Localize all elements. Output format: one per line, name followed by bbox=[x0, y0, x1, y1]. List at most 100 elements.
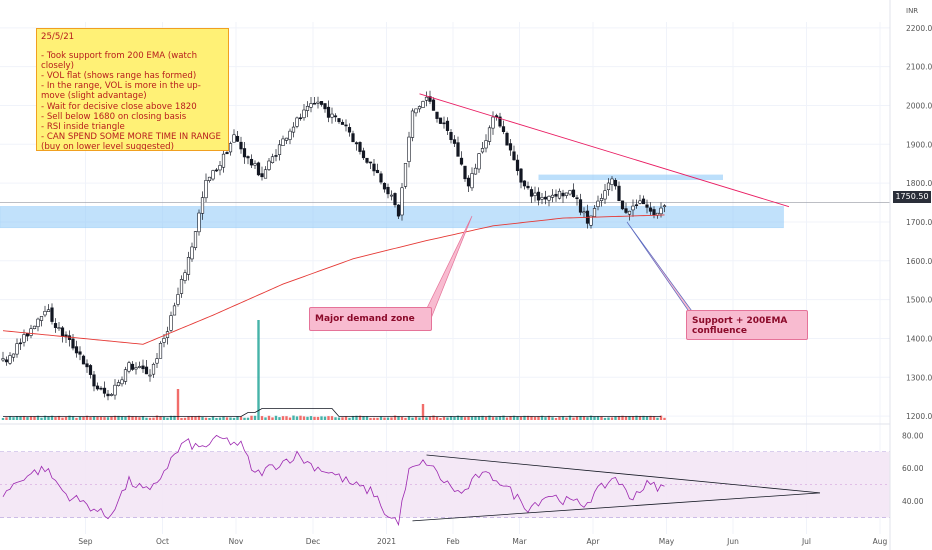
volume-bar bbox=[481, 415, 484, 420]
volume-bar bbox=[614, 416, 617, 420]
volume-bar bbox=[61, 417, 64, 420]
volume-average-line bbox=[3, 408, 661, 417]
candle-body bbox=[393, 193, 397, 206]
analysis-note[interactable]: 25/5/21 - Took support from 200 EMA (wat… bbox=[36, 28, 229, 151]
candle-body bbox=[85, 363, 89, 368]
candle-body bbox=[18, 342, 23, 345]
candle-body bbox=[459, 157, 464, 165]
time-axis[interactable]: Sep Oct Nov Dec 2021 Feb Mar Apr May Jun Jul Aug bbox=[78, 537, 887, 546]
volume-bar bbox=[362, 416, 365, 420]
callout-support-confluence[interactable]: Support + 200EMA confluence bbox=[686, 310, 808, 340]
candle-body bbox=[281, 138, 285, 146]
candle-body bbox=[372, 163, 376, 172]
note-date: 25/5/21 bbox=[41, 32, 75, 42]
candle-body bbox=[333, 115, 338, 118]
volume-bar bbox=[78, 416, 82, 420]
volume-bar bbox=[162, 416, 166, 420]
volume-bar bbox=[495, 417, 498, 420]
volume-bar bbox=[652, 416, 656, 420]
candle-body bbox=[540, 197, 544, 200]
candle-body bbox=[596, 200, 600, 207]
volume-bar bbox=[561, 416, 565, 420]
volume-bar bbox=[505, 417, 509, 420]
candle-body bbox=[379, 173, 383, 183]
candlesticks bbox=[1, 90, 667, 401]
volume-bar bbox=[425, 417, 428, 420]
volume-bar bbox=[642, 415, 645, 420]
candle-body bbox=[221, 153, 226, 168]
rsi-line bbox=[2, 434, 665, 527]
price-tick-label: 1800.00 bbox=[906, 179, 932, 188]
candle-body bbox=[487, 127, 492, 142]
volume-bar bbox=[190, 416, 194, 420]
candle-body bbox=[473, 167, 478, 175]
candle-body bbox=[526, 185, 530, 189]
candle-body bbox=[172, 305, 177, 316]
candle-body bbox=[260, 173, 264, 178]
volume-bar bbox=[274, 415, 278, 420]
candle-body bbox=[445, 120, 450, 131]
volume-bar bbox=[288, 417, 292, 420]
volume-bar bbox=[1, 417, 5, 420]
candle-body bbox=[232, 134, 236, 143]
volume-bar bbox=[348, 417, 351, 420]
candle-body bbox=[575, 197, 579, 200]
candle-body bbox=[480, 148, 485, 153]
volume-bar bbox=[309, 416, 313, 420]
volume-bar bbox=[470, 416, 474, 420]
volume-bar bbox=[267, 415, 271, 420]
volume-bar bbox=[467, 416, 470, 420]
volume-bar bbox=[40, 417, 43, 420]
candle-body bbox=[246, 156, 250, 159]
volume-bar bbox=[540, 415, 544, 420]
volume-bar bbox=[572, 417, 575, 420]
price-tick-label: 1300.00 bbox=[906, 373, 932, 382]
price-tick-label: 2200.00 bbox=[906, 24, 932, 33]
volume-bar bbox=[211, 416, 215, 420]
callout-demand-zone[interactable]: Major demand zone bbox=[309, 307, 432, 331]
candle-body bbox=[176, 294, 180, 305]
volume-bar bbox=[607, 417, 610, 420]
time-tick-label: Oct bbox=[156, 537, 169, 546]
candle-body bbox=[564, 192, 569, 196]
price-axis[interactable]: 2200.00 2100.00 2000.00 1900.00 1800.00 1700.… bbox=[889, 0, 932, 550]
candle-body bbox=[561, 192, 565, 197]
volume-bar bbox=[439, 417, 442, 420]
volume-bar bbox=[8, 416, 12, 420]
candle-body bbox=[193, 231, 198, 248]
candle-body bbox=[284, 137, 289, 141]
candle-body bbox=[109, 394, 114, 396]
volume-bar bbox=[197, 415, 201, 420]
volume-bar bbox=[484, 416, 488, 420]
candle-body bbox=[463, 165, 467, 180]
price-tick-label: 1900.00 bbox=[906, 140, 932, 149]
volume-bar bbox=[400, 417, 404, 420]
volume-bar bbox=[600, 416, 603, 420]
volume-bar bbox=[89, 417, 92, 420]
candle-body bbox=[36, 318, 40, 328]
volume-bar bbox=[232, 417, 236, 420]
volume-bar bbox=[393, 415, 397, 420]
volume-bar bbox=[271, 417, 274, 420]
price-tick-label: 1700.00 bbox=[906, 218, 932, 227]
volume-bar bbox=[306, 416, 309, 420]
candle-body bbox=[249, 158, 254, 166]
volume-bar bbox=[96, 416, 99, 420]
volume-bar bbox=[19, 416, 22, 420]
candle-body bbox=[123, 369, 128, 382]
volume-bar bbox=[176, 389, 180, 420]
time-tick-label: May bbox=[659, 537, 675, 546]
volume-bar bbox=[656, 417, 659, 420]
candle-body bbox=[228, 143, 233, 153]
candle-body bbox=[431, 99, 436, 111]
candle-body bbox=[4, 359, 9, 363]
ema-200-line bbox=[2, 214, 665, 345]
volume-bar bbox=[376, 417, 379, 420]
volume-bar bbox=[351, 415, 355, 420]
candle-body bbox=[645, 204, 649, 208]
candle-body bbox=[543, 196, 548, 200]
volume-bar bbox=[110, 416, 113, 420]
time-tick-label: Mar bbox=[512, 537, 527, 546]
volume-bar bbox=[568, 415, 572, 420]
